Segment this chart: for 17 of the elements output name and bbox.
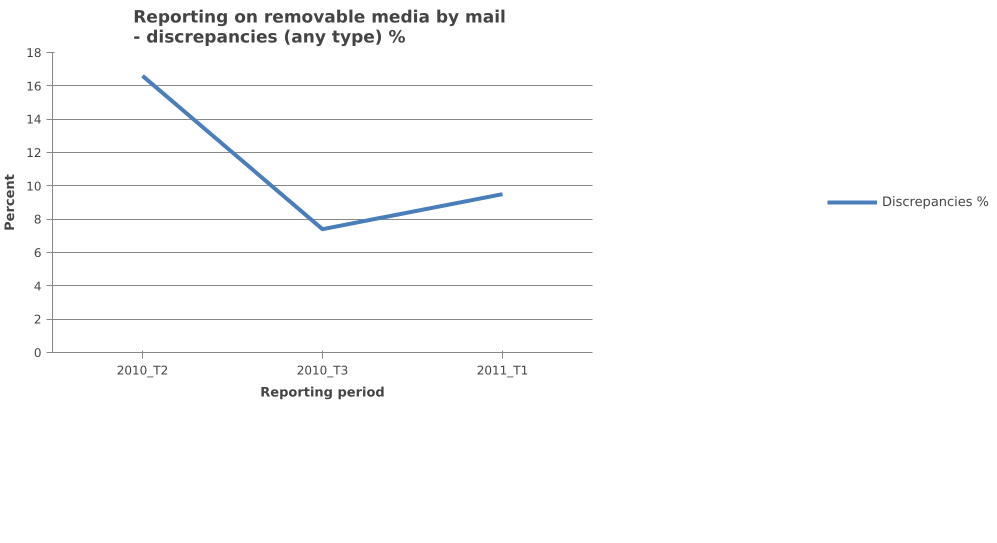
x-tick-label: 2011_T1	[476, 364, 528, 378]
y-tick-label: 10	[26, 179, 42, 194]
x-axis-title: Reporting period	[260, 386, 385, 400]
y-tick-label: 2	[34, 312, 42, 327]
y-tick-label: 4	[34, 279, 42, 294]
x-tick-label: 2010_T2	[116, 364, 168, 378]
y-tick-label: 6	[34, 246, 42, 260]
chart-title: Reporting on removable media by mail - discrepancies (any type) %	[133, 8, 506, 48]
x-tick-label: 2010_T3	[296, 364, 348, 378]
y-tick-label: 18	[26, 46, 42, 60]
y-axis-title: Percent	[3, 174, 18, 231]
y-tick-label: 12	[26, 146, 42, 160]
y-tick-label: 0	[34, 346, 42, 360]
legend-label: Discrepancies %	[882, 194, 990, 210]
y-tick-label: 16	[26, 79, 42, 94]
y-tick-label: 8	[34, 212, 42, 227]
y-tick-label: 14	[26, 112, 42, 127]
